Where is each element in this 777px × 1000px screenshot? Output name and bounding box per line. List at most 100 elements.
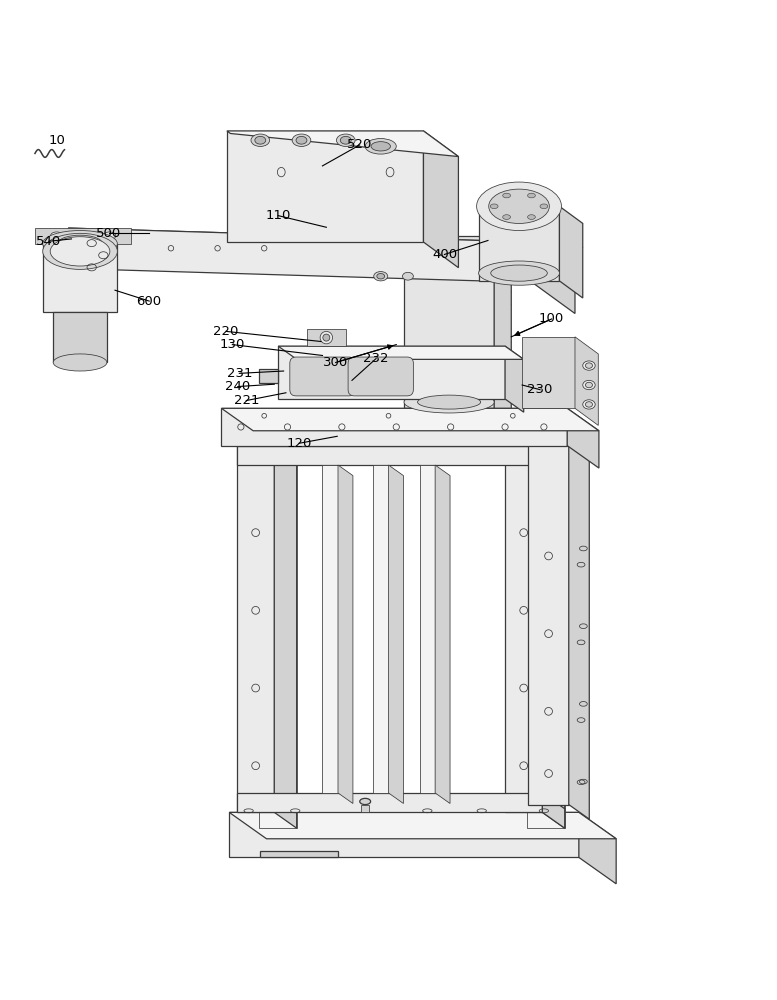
Ellipse shape bbox=[402, 272, 413, 280]
FancyBboxPatch shape bbox=[290, 357, 355, 396]
Text: 232: 232 bbox=[364, 352, 388, 365]
Ellipse shape bbox=[503, 215, 510, 219]
Polygon shape bbox=[522, 337, 575, 408]
Ellipse shape bbox=[43, 231, 117, 257]
Ellipse shape bbox=[51, 232, 63, 240]
Ellipse shape bbox=[103, 232, 116, 240]
Ellipse shape bbox=[583, 380, 595, 390]
Text: 300: 300 bbox=[323, 356, 348, 369]
Polygon shape bbox=[542, 446, 565, 828]
Polygon shape bbox=[278, 346, 505, 399]
Polygon shape bbox=[494, 236, 511, 421]
Ellipse shape bbox=[51, 237, 110, 266]
Polygon shape bbox=[227, 131, 423, 242]
Polygon shape bbox=[322, 465, 338, 793]
Polygon shape bbox=[532, 242, 575, 314]
Polygon shape bbox=[528, 461, 565, 828]
Polygon shape bbox=[569, 430, 589, 819]
Text: 500: 500 bbox=[96, 227, 121, 240]
Polygon shape bbox=[35, 228, 131, 244]
Polygon shape bbox=[221, 408, 567, 446]
Ellipse shape bbox=[586, 402, 593, 407]
Polygon shape bbox=[221, 408, 599, 431]
Polygon shape bbox=[361, 805, 369, 812]
Text: 120: 120 bbox=[287, 437, 312, 450]
Text: 100: 100 bbox=[539, 312, 564, 325]
Text: 110: 110 bbox=[266, 209, 291, 222]
Polygon shape bbox=[579, 812, 616, 884]
Text: 230: 230 bbox=[528, 383, 552, 396]
Polygon shape bbox=[559, 206, 583, 298]
Text: 240: 240 bbox=[225, 380, 250, 393]
Polygon shape bbox=[237, 446, 542, 465]
Polygon shape bbox=[575, 337, 598, 425]
Ellipse shape bbox=[586, 382, 593, 388]
Text: 520: 520 bbox=[347, 138, 372, 151]
Polygon shape bbox=[505, 446, 542, 812]
Ellipse shape bbox=[57, 235, 103, 252]
Ellipse shape bbox=[586, 363, 593, 368]
Ellipse shape bbox=[503, 193, 510, 198]
Polygon shape bbox=[274, 446, 297, 828]
Text: 400: 400 bbox=[432, 248, 457, 261]
Ellipse shape bbox=[377, 274, 385, 279]
Ellipse shape bbox=[583, 361, 595, 370]
Text: 540: 540 bbox=[37, 235, 61, 248]
Ellipse shape bbox=[322, 334, 329, 341]
Polygon shape bbox=[505, 346, 524, 412]
Polygon shape bbox=[259, 369, 278, 383]
Polygon shape bbox=[307, 329, 346, 346]
Polygon shape bbox=[567, 408, 599, 468]
Ellipse shape bbox=[583, 400, 595, 409]
Polygon shape bbox=[260, 461, 297, 828]
Ellipse shape bbox=[540, 204, 548, 209]
Ellipse shape bbox=[489, 189, 549, 223]
Ellipse shape bbox=[336, 134, 355, 146]
Polygon shape bbox=[43, 244, 117, 312]
Polygon shape bbox=[68, 228, 532, 282]
Polygon shape bbox=[229, 812, 579, 857]
Polygon shape bbox=[388, 465, 403, 803]
Polygon shape bbox=[278, 346, 524, 359]
Text: 130: 130 bbox=[220, 338, 245, 351]
Text: 221: 221 bbox=[234, 394, 259, 407]
Polygon shape bbox=[423, 131, 458, 268]
Polygon shape bbox=[237, 793, 542, 812]
Text: 10: 10 bbox=[48, 134, 65, 147]
Text: 220: 220 bbox=[214, 325, 239, 338]
Polygon shape bbox=[528, 430, 569, 805]
Ellipse shape bbox=[528, 193, 535, 198]
Ellipse shape bbox=[528, 215, 535, 219]
Ellipse shape bbox=[404, 391, 494, 413]
Ellipse shape bbox=[371, 142, 390, 151]
Ellipse shape bbox=[490, 204, 498, 209]
Ellipse shape bbox=[292, 134, 311, 146]
Ellipse shape bbox=[417, 395, 481, 409]
Ellipse shape bbox=[43, 233, 117, 269]
Polygon shape bbox=[479, 206, 559, 281]
Ellipse shape bbox=[365, 139, 396, 154]
Polygon shape bbox=[68, 228, 575, 273]
Text: 600: 600 bbox=[137, 295, 162, 308]
Ellipse shape bbox=[340, 136, 351, 144]
Ellipse shape bbox=[296, 136, 307, 144]
Ellipse shape bbox=[320, 331, 333, 344]
Polygon shape bbox=[53, 312, 107, 362]
Ellipse shape bbox=[479, 261, 559, 285]
FancyBboxPatch shape bbox=[348, 357, 413, 396]
Ellipse shape bbox=[476, 182, 562, 231]
Ellipse shape bbox=[491, 265, 547, 281]
Polygon shape bbox=[260, 851, 338, 857]
Polygon shape bbox=[229, 812, 616, 839]
Polygon shape bbox=[435, 465, 450, 803]
Polygon shape bbox=[404, 236, 494, 408]
Polygon shape bbox=[420, 465, 435, 793]
Ellipse shape bbox=[251, 134, 270, 146]
Polygon shape bbox=[542, 793, 565, 828]
Ellipse shape bbox=[255, 136, 266, 144]
Text: 231: 231 bbox=[227, 367, 252, 380]
Ellipse shape bbox=[360, 798, 371, 805]
Polygon shape bbox=[227, 131, 458, 157]
Ellipse shape bbox=[53, 354, 107, 371]
Polygon shape bbox=[237, 446, 274, 812]
